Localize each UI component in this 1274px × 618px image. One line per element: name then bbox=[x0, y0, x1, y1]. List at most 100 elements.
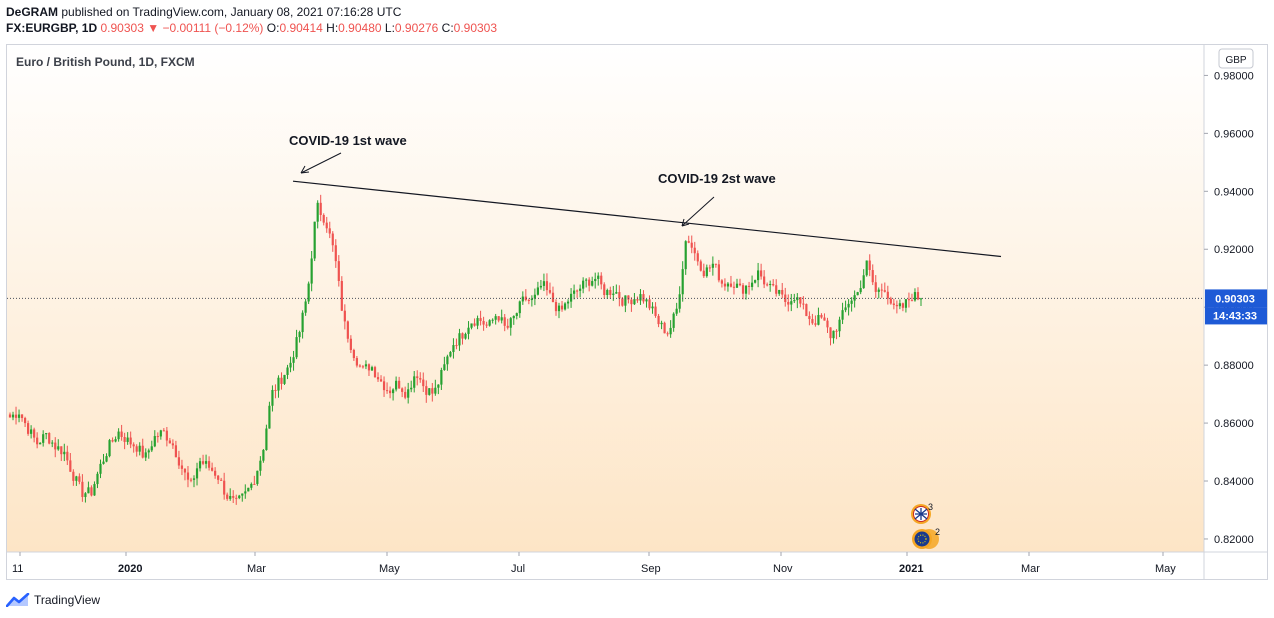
candle bbox=[826, 317, 829, 334]
candle bbox=[467, 321, 470, 340]
candle bbox=[431, 382, 434, 402]
currency-button[interactable]: GBP bbox=[1218, 48, 1254, 69]
candle bbox=[17, 409, 21, 423]
candle bbox=[277, 375, 280, 398]
candle bbox=[557, 302, 561, 319]
candle bbox=[238, 494, 241, 500]
candle bbox=[681, 261, 684, 302]
annotation-first-wave-arrowhead bbox=[300, 165, 310, 174]
low-value: 0.90276 bbox=[394, 21, 439, 35]
candle bbox=[8, 412, 12, 418]
candle bbox=[503, 314, 506, 332]
currency-label: GBP bbox=[1225, 55, 1246, 66]
candle bbox=[343, 304, 346, 330]
footer-brand[interactable]: TradingView bbox=[34, 593, 101, 607]
event-badge-uk[interactable]: 3 bbox=[911, 502, 933, 524]
low-label: L: bbox=[384, 21, 395, 35]
candle bbox=[201, 454, 205, 466]
change-down-icon: ▼ bbox=[147, 21, 160, 35]
candle bbox=[325, 216, 328, 233]
time-tick-label: Sep bbox=[641, 563, 661, 575]
candle bbox=[838, 316, 841, 338]
trendline[interactable] bbox=[292, 180, 1002, 258]
candle bbox=[606, 288, 609, 300]
candle bbox=[226, 492, 229, 501]
candle bbox=[340, 276, 343, 312]
candle bbox=[874, 275, 877, 298]
candle bbox=[449, 350, 452, 358]
candle bbox=[63, 443, 66, 462]
candle bbox=[717, 259, 720, 283]
candle bbox=[69, 452, 72, 472]
candle bbox=[766, 282, 769, 287]
candle bbox=[66, 445, 69, 466]
candle bbox=[416, 370, 419, 386]
candle bbox=[805, 303, 808, 317]
price-chart[interactable]: Euro / British Pound, 1D, FXCM COVID-19 … bbox=[7, 45, 1267, 579]
candle bbox=[591, 276, 594, 287]
time-axis[interactable]: 11 2020 Mar May Jul Sep Nov 2021 Mar May bbox=[12, 552, 1176, 575]
candle bbox=[301, 310, 304, 339]
candle bbox=[410, 380, 413, 393]
candle bbox=[322, 213, 325, 226]
candle bbox=[244, 484, 247, 499]
candle bbox=[910, 293, 914, 302]
candle bbox=[485, 321, 488, 329]
price-tick-label: 0.82000 bbox=[1214, 534, 1254, 546]
candle bbox=[256, 470, 259, 486]
candle bbox=[376, 372, 380, 382]
candle bbox=[382, 376, 386, 397]
candle bbox=[521, 291, 524, 305]
candle bbox=[262, 449, 265, 463]
candle bbox=[26, 420, 30, 436]
chart-area[interactable]: Euro / British Pound, 1D, FXCM COVID-19 … bbox=[6, 44, 1268, 580]
annotation-second-wave-arrowhead bbox=[681, 218, 690, 227]
candle bbox=[331, 231, 334, 252]
candle bbox=[726, 282, 730, 292]
candle bbox=[883, 282, 886, 293]
candle bbox=[738, 278, 742, 287]
candle bbox=[769, 280, 772, 292]
time-tick-label: May bbox=[379, 563, 400, 575]
candle bbox=[732, 281, 736, 295]
price-tick-label: 0.96000 bbox=[1214, 128, 1254, 140]
candle bbox=[494, 313, 497, 325]
candle bbox=[886, 285, 889, 305]
candle bbox=[814, 315, 817, 327]
candle bbox=[859, 280, 862, 295]
tradingview-logo-icon[interactable] bbox=[6, 593, 30, 607]
candle bbox=[657, 313, 660, 328]
event-badge-eu[interactable]: 2 bbox=[912, 527, 940, 549]
candle bbox=[464, 332, 467, 340]
annotation-second-wave: COVID-19 2st wave bbox=[658, 171, 776, 186]
candle bbox=[36, 432, 39, 449]
candle bbox=[379, 375, 383, 382]
candle bbox=[428, 388, 431, 396]
candle bbox=[862, 269, 865, 289]
candle bbox=[524, 289, 527, 302]
ohlc-legend: FX:EURGBP, 1D 0.90303 ▼ −0.00111 (−0.12%… bbox=[6, 21, 497, 35]
time-tick-label: 2021 bbox=[899, 563, 923, 575]
candle bbox=[174, 440, 178, 458]
candle bbox=[346, 320, 349, 343]
candle bbox=[865, 260, 868, 277]
time-tick-label: 11 bbox=[12, 563, 23, 575]
candle bbox=[760, 263, 763, 280]
candle bbox=[78, 473, 81, 485]
candle bbox=[392, 388, 395, 401]
symbol-label: FX:EURGBP, 1D bbox=[6, 21, 98, 35]
candle bbox=[868, 254, 871, 277]
open-value: 0.90414 bbox=[279, 21, 323, 35]
candle bbox=[479, 310, 482, 326]
price-tick-label: 0.88000 bbox=[1214, 360, 1254, 372]
candle bbox=[102, 453, 105, 465]
candle bbox=[847, 299, 850, 316]
event-badge-uk-count: 3 bbox=[928, 502, 933, 512]
candle bbox=[579, 284, 582, 298]
open-label: O: bbox=[266, 21, 280, 35]
price-tick-label: 0.98000 bbox=[1214, 70, 1254, 82]
publisher-name[interactable]: DeGRAM bbox=[6, 5, 59, 19]
candle bbox=[72, 469, 75, 486]
candle bbox=[660, 320, 663, 330]
candle bbox=[220, 477, 223, 481]
